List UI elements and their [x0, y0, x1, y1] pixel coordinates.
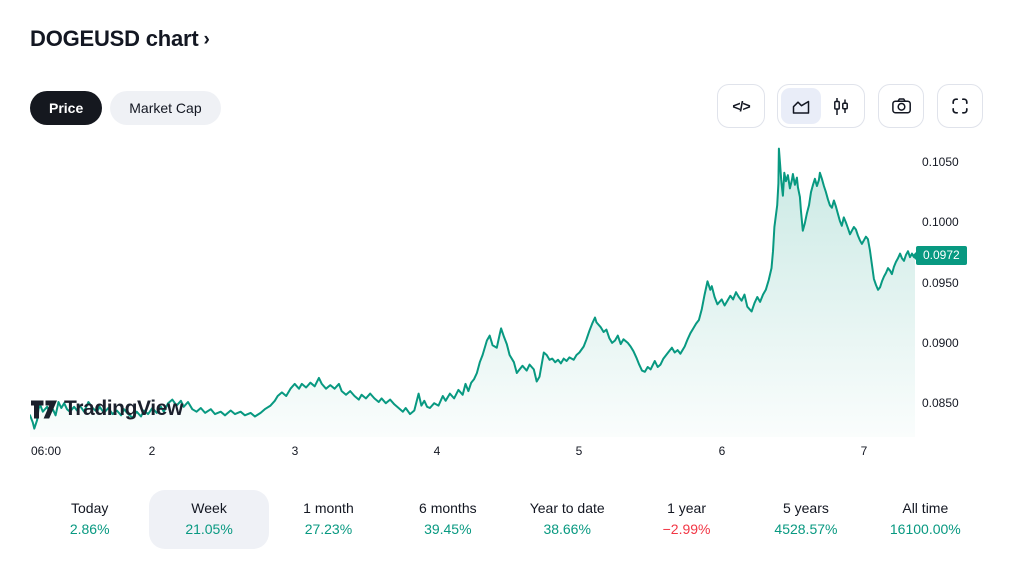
price-axis-label: 0.1000 [922, 215, 959, 230]
area-chart-icon [792, 100, 810, 114]
candlestick-chart-tab[interactable] [821, 88, 861, 124]
embed-code-button[interactable]: </> [717, 84, 765, 128]
price-area-series [30, 147, 915, 437]
stat-period-label: 6 months [419, 500, 477, 516]
stat-period-label: Today [71, 500, 109, 516]
fullscreen-icon [952, 98, 968, 114]
area-chart-tab[interactable] [781, 88, 821, 124]
stat-period-label: 5 years [782, 500, 829, 516]
stat-today[interactable]: Today 2.86% [30, 490, 149, 549]
stat-week[interactable]: Week 21.05% [149, 490, 269, 549]
price-axis-label: 0.0850 [922, 396, 959, 411]
stat-year-to-date[interactable]: Year to date 38.66% [508, 490, 627, 549]
price-axis-label: 0.0900 [922, 335, 959, 350]
fullscreen-button[interactable] [937, 84, 983, 128]
stat-all-time[interactable]: All time 16100.00% [866, 490, 985, 549]
tradingview-logo-icon [31, 400, 57, 418]
chevron-right-icon: › [203, 29, 210, 50]
market-cap-toggle-button[interactable]: Market Cap [110, 91, 221, 125]
price-axis[interactable]: 0.1050 0.1000 0.0950 0.0900 0.0850 0.0972 [912, 145, 997, 437]
stat-change-value: 16100.00% [889, 521, 961, 537]
price-chart[interactable]: TradingView [30, 145, 915, 437]
stat-change-value: 39.45% [424, 521, 472, 537]
time-axis-label: 7 [860, 444, 868, 458]
time-axis[interactable]: 06:00 2 3 4 5 6 7 [30, 444, 915, 460]
symbol-title-link[interactable]: DOGEUSD chart › [30, 26, 210, 52]
embed-code-icon: </> [732, 98, 750, 114]
time-axis-label: 3 [291, 444, 299, 458]
period-stats-row: Today 2.86% Week 21.05% 1 month 27.23% 6 month… [30, 490, 985, 549]
snapshot-button[interactable] [878, 84, 924, 128]
stat-6-months[interactable]: 6 months 39.45% [388, 490, 507, 549]
mode-toggle: Price Market Cap [30, 91, 221, 125]
stat-period-label: Year to date [529, 500, 605, 516]
price-axis-label: 0.0950 [922, 275, 959, 290]
current-price-badge: 0.0972 [912, 246, 967, 265]
time-axis-label: 2 [148, 444, 156, 458]
camera-icon [891, 98, 911, 114]
price-axis-label: 0.1050 [922, 154, 959, 169]
time-axis-label: 06:00 [30, 444, 62, 458]
page-title: DOGEUSD chart [30, 26, 199, 51]
time-axis-label: 4 [433, 444, 441, 458]
stat-1-year[interactable]: 1 year −2.99% [627, 490, 746, 549]
stat-1-month[interactable]: 1 month 27.23% [269, 490, 388, 549]
stat-change-value: 4528.57% [774, 521, 838, 537]
tradingview-logo-text: TradingView [64, 397, 183, 420]
chart-style-switcher [777, 84, 865, 128]
time-axis-label: 6 [718, 444, 726, 458]
stat-period-label: 1 year [667, 500, 707, 516]
candlestick-chart-icon [834, 97, 848, 115]
stat-change-value: 2.86% [69, 521, 110, 537]
stat-change-value: 38.66% [543, 521, 591, 537]
stat-change-value: 21.05% [185, 521, 233, 537]
price-toggle-button[interactable]: Price [30, 91, 103, 125]
stat-period-label: 1 month [303, 500, 354, 516]
stat-change-value: −2.99% [662, 521, 711, 537]
stat-change-value: 27.23% [304, 521, 353, 537]
stat-5-years[interactable]: 5 years 4528.57% [746, 490, 865, 549]
time-axis-label: 5 [575, 444, 583, 458]
tradingview-logo-link[interactable]: TradingView [31, 397, 183, 421]
stat-period-label: All time [902, 500, 949, 516]
stat-period-label: Week [191, 500, 227, 516]
